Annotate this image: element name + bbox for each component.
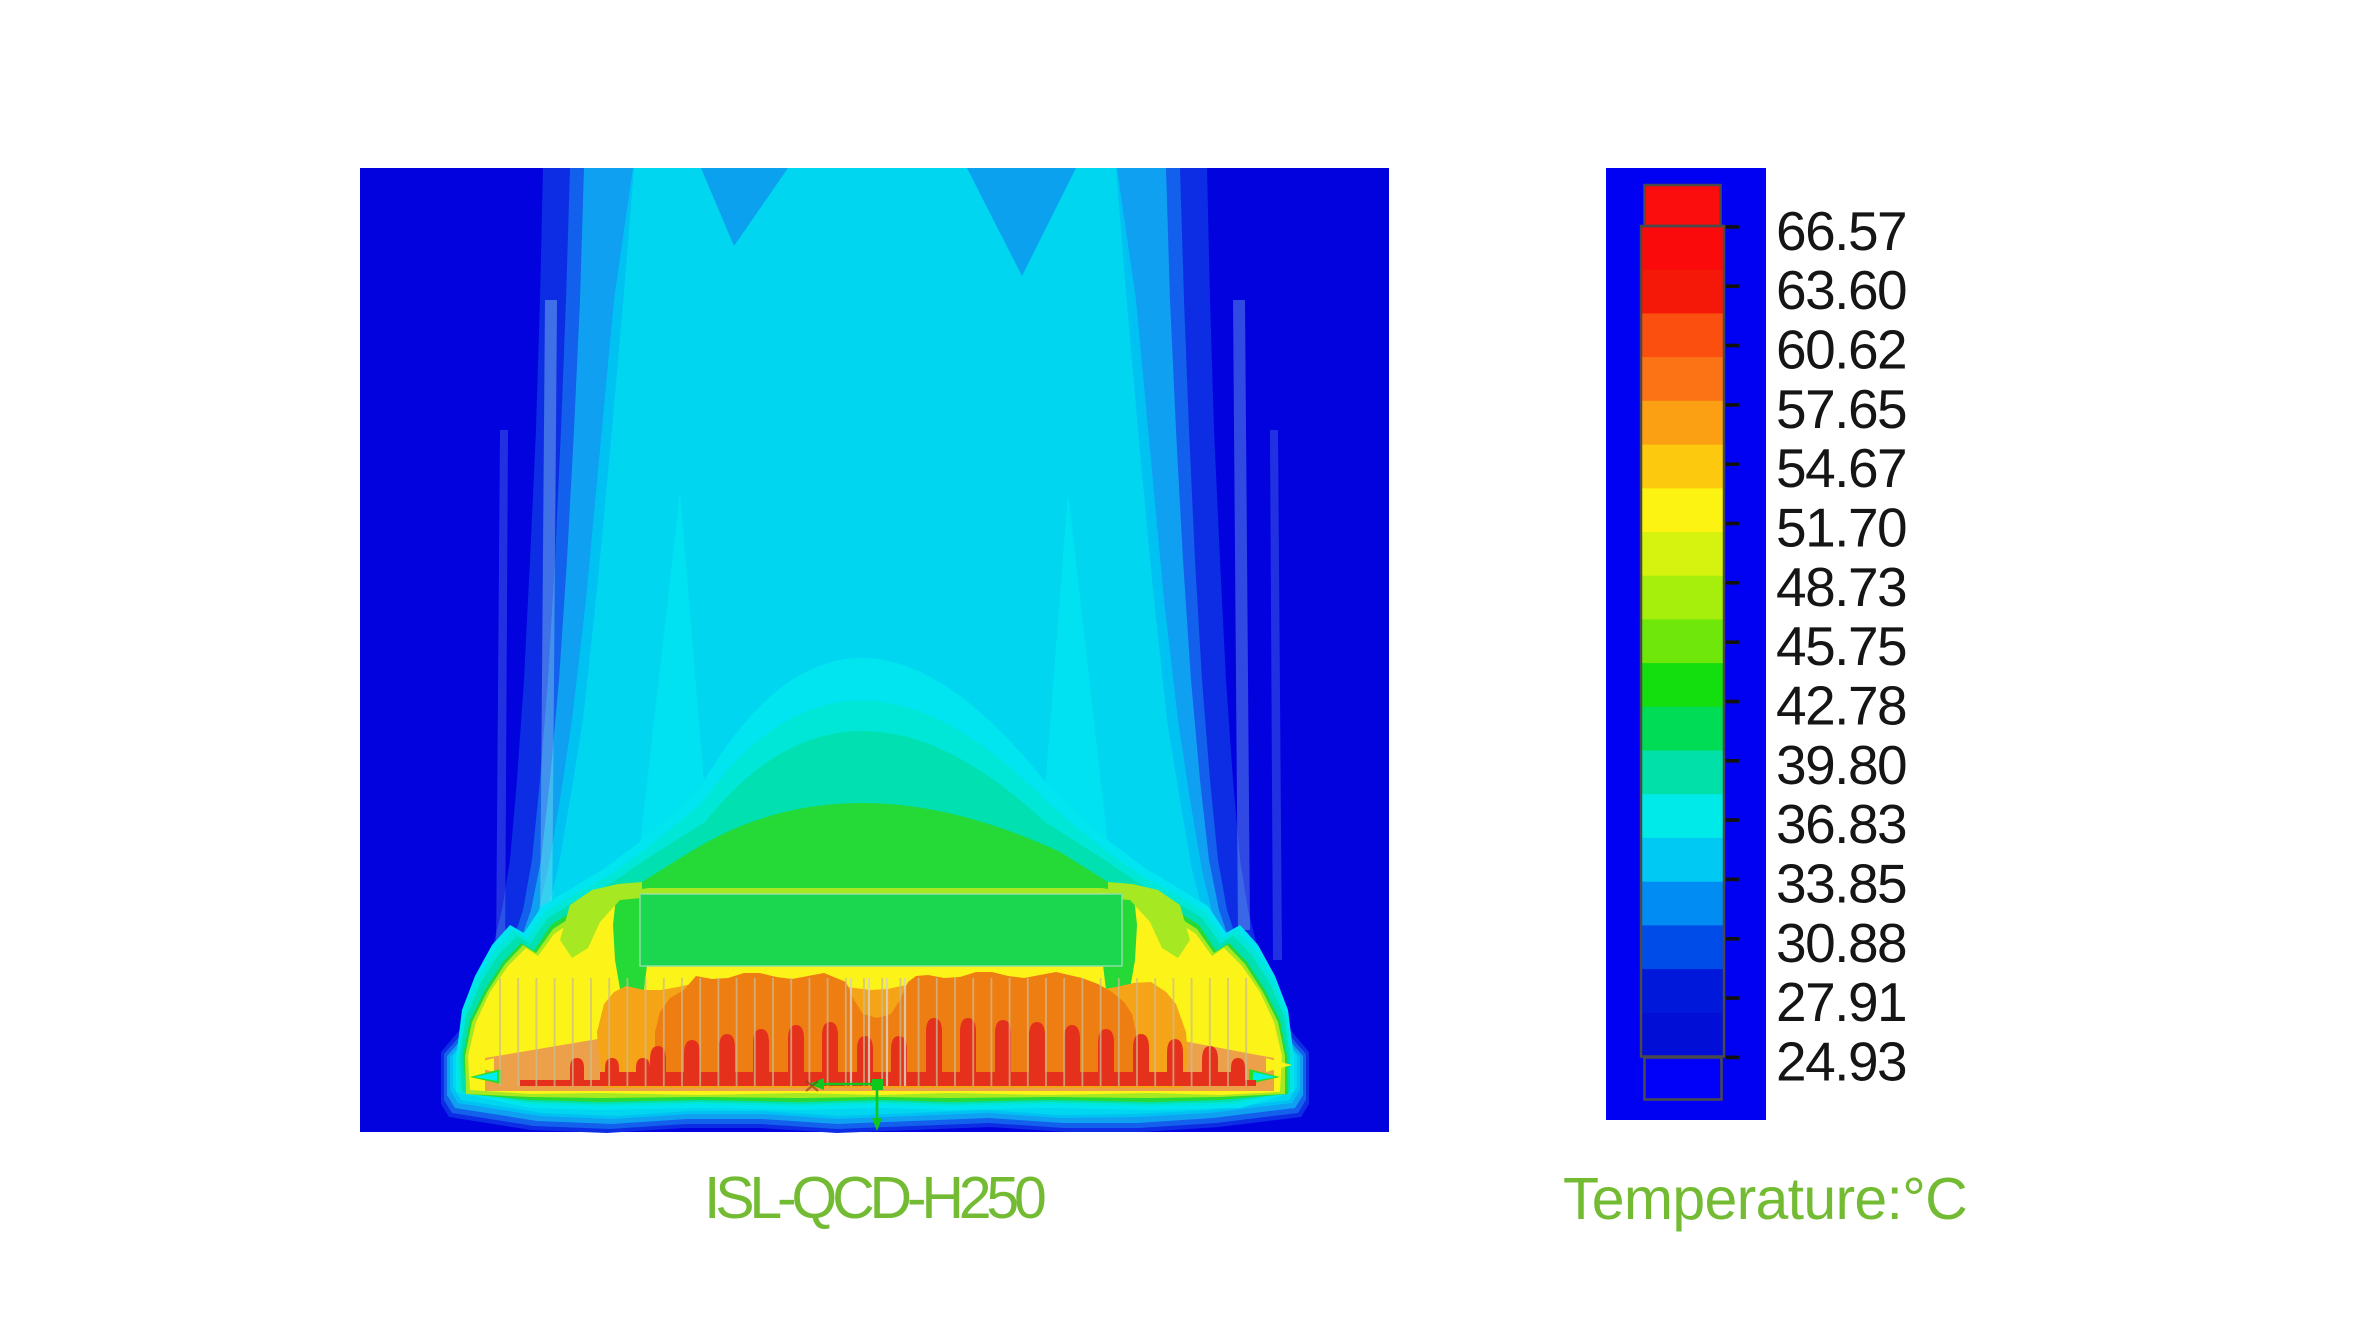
svg-text:30.88: 30.88 xyxy=(1776,912,1906,974)
svg-text:24.93: 24.93 xyxy=(1776,1030,1906,1092)
svg-text:57.65: 57.65 xyxy=(1776,378,1906,440)
svg-text:27.91: 27.91 xyxy=(1776,971,1906,1033)
svg-text:39.80: 39.80 xyxy=(1776,734,1906,796)
svg-text:54.67: 54.67 xyxy=(1776,437,1906,499)
svg-text:51.70: 51.70 xyxy=(1776,497,1906,559)
svg-text:36.83: 36.83 xyxy=(1776,793,1906,855)
svg-text:ISL-QCD-H250: ISL-QCD-H250 xyxy=(704,1165,1045,1231)
svg-text:63.60: 63.60 xyxy=(1776,259,1906,321)
svg-text:Temperature:°C: Temperature:°C xyxy=(1563,1166,1967,1232)
svg-text:42.78: 42.78 xyxy=(1776,675,1906,737)
svg-text:45.75: 45.75 xyxy=(1776,615,1906,677)
svg-text:66.57: 66.57 xyxy=(1776,200,1906,262)
svg-text:60.62: 60.62 xyxy=(1776,319,1906,381)
svg-text:48.73: 48.73 xyxy=(1776,556,1906,618)
svg-text:33.85: 33.85 xyxy=(1776,852,1906,914)
